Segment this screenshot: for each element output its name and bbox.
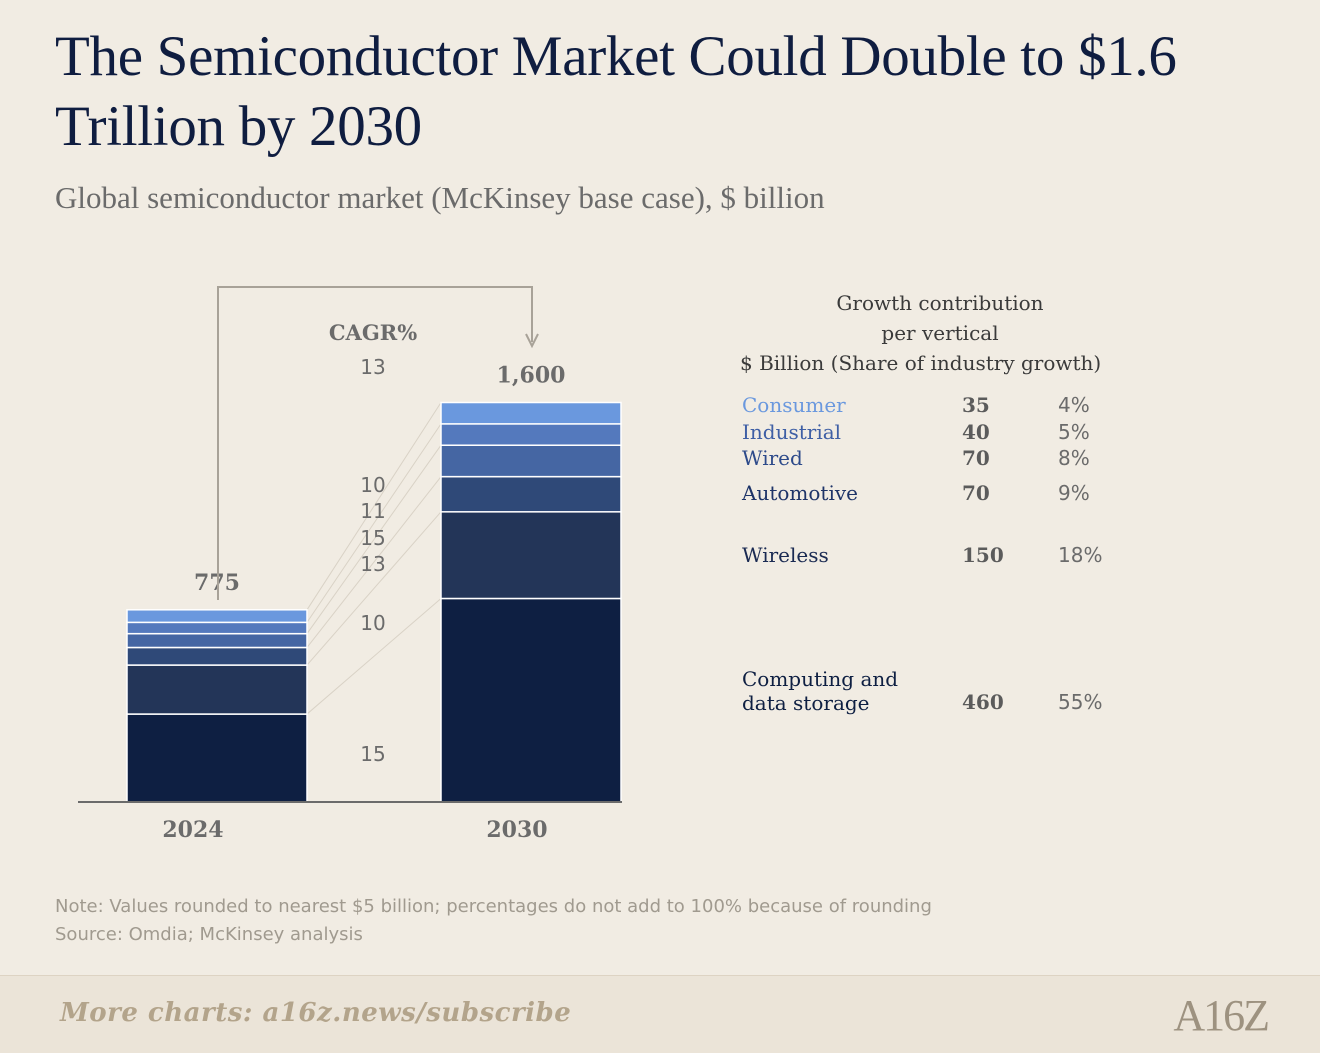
connector-lines [306, 402, 442, 715]
cagr-header: CAGR% [329, 320, 417, 345]
cagr-label-industrial: 11 [360, 499, 385, 523]
bar-segment-2024-computing-and-data-storage [126, 713, 308, 803]
chart-subtitle: Global semiconductor market (McKinsey ba… [55, 180, 825, 215]
connector-line-wired [306, 444, 442, 634]
panel-heading-line2: per vertical [881, 321, 999, 345]
growth-arrow [217, 286, 533, 600]
row-name: Consumer [742, 393, 846, 417]
cagr-label-automotive: 13 [360, 552, 385, 576]
panel-heading-line1: Growth contribution [836, 291, 1044, 315]
bar-segment-2024-industrial [126, 621, 308, 635]
cagr-total: 13 [360, 355, 385, 379]
row-value: 460 [962, 690, 1004, 714]
row-value: 40 [962, 420, 990, 444]
row-share: 18% [1058, 543, 1103, 567]
row-share: 4% [1058, 393, 1090, 417]
row-value: 35 [962, 393, 990, 417]
connector-line-consumer [306, 402, 442, 611]
row-value: 70 [962, 481, 990, 505]
x-tick-label-2024: 2024 [162, 817, 223, 843]
a16z-logo: A16Z [1173, 991, 1270, 1040]
cagr-label-computing-and-data-storage: 15 [360, 742, 385, 766]
row-share: 8% [1058, 446, 1090, 470]
growth-contribution-panel: Growth contribution per vertical $ Billi… [730, 288, 1150, 715]
row-name: Industrial [742, 420, 842, 444]
bar-segment-2030-consumer [440, 401, 622, 425]
bar-segment-2024-automotive [126, 646, 308, 666]
connector-line-industrial [306, 423, 442, 623]
bar-segment-2030-computing-and-data-storage [440, 597, 622, 803]
panel-heading-unit: $ Billion (Share of industry growth) [740, 351, 1102, 375]
row-share: 55% [1058, 690, 1103, 714]
row-name: Automotive [742, 481, 858, 505]
connector-line-wireless [306, 511, 442, 666]
bar-segment-2030-automotive [440, 475, 622, 513]
row-name-line1: Computing and [742, 667, 899, 691]
row-name: Wired [742, 446, 803, 470]
row-value: 70 [962, 446, 990, 470]
row-name: Wireless [742, 543, 829, 567]
row-name: Computing and data storage [742, 667, 942, 715]
row-share: 5% [1058, 420, 1090, 444]
bar-segment-2024-consumer [126, 609, 308, 624]
row-value: 150 [962, 543, 1004, 567]
bar-segment-2030-wireless [440, 511, 622, 600]
bar-total-label-2030: 1,600 [497, 363, 566, 389]
bars-group [126, 401, 622, 803]
bar-segment-2030-industrial [440, 423, 622, 446]
chart-title: The Semiconductor Market Could Double to… [55, 25, 1177, 158]
arrow-head-icon [525, 333, 539, 349]
footer-link[interactable]: More charts: a16z.news/subscribe [60, 998, 572, 1028]
connector-line-automotive [306, 476, 442, 648]
cagr-label-consumer: 10 [360, 473, 385, 497]
source-text: Source: Omdia; McKinsey analysis [55, 924, 363, 945]
x-tick-label-2030: 2030 [486, 817, 547, 843]
row-name-line2: data storage [742, 691, 870, 715]
footer-bar: More charts: a16z.news/subscribe A16Z [0, 975, 1320, 1053]
bar-segment-2024-wired [126, 632, 308, 649]
chart-notes: Note: Values rounded to nearest $5 billi… [55, 893, 932, 949]
cagr-label-wired: 15 [360, 526, 385, 550]
panel-row-computing: Computing and data storage 460 55% [742, 667, 1142, 717]
bar-segment-2030-wired [440, 444, 622, 478]
bar-segment-2024-wireless [126, 664, 308, 715]
cagr-label-wireless: 10 [360, 611, 385, 635]
connector-line-computing-and-data-storage [306, 598, 442, 715]
note-text: Note: Values rounded to nearest $5 billi… [55, 896, 932, 917]
row-share: 9% [1058, 481, 1090, 505]
